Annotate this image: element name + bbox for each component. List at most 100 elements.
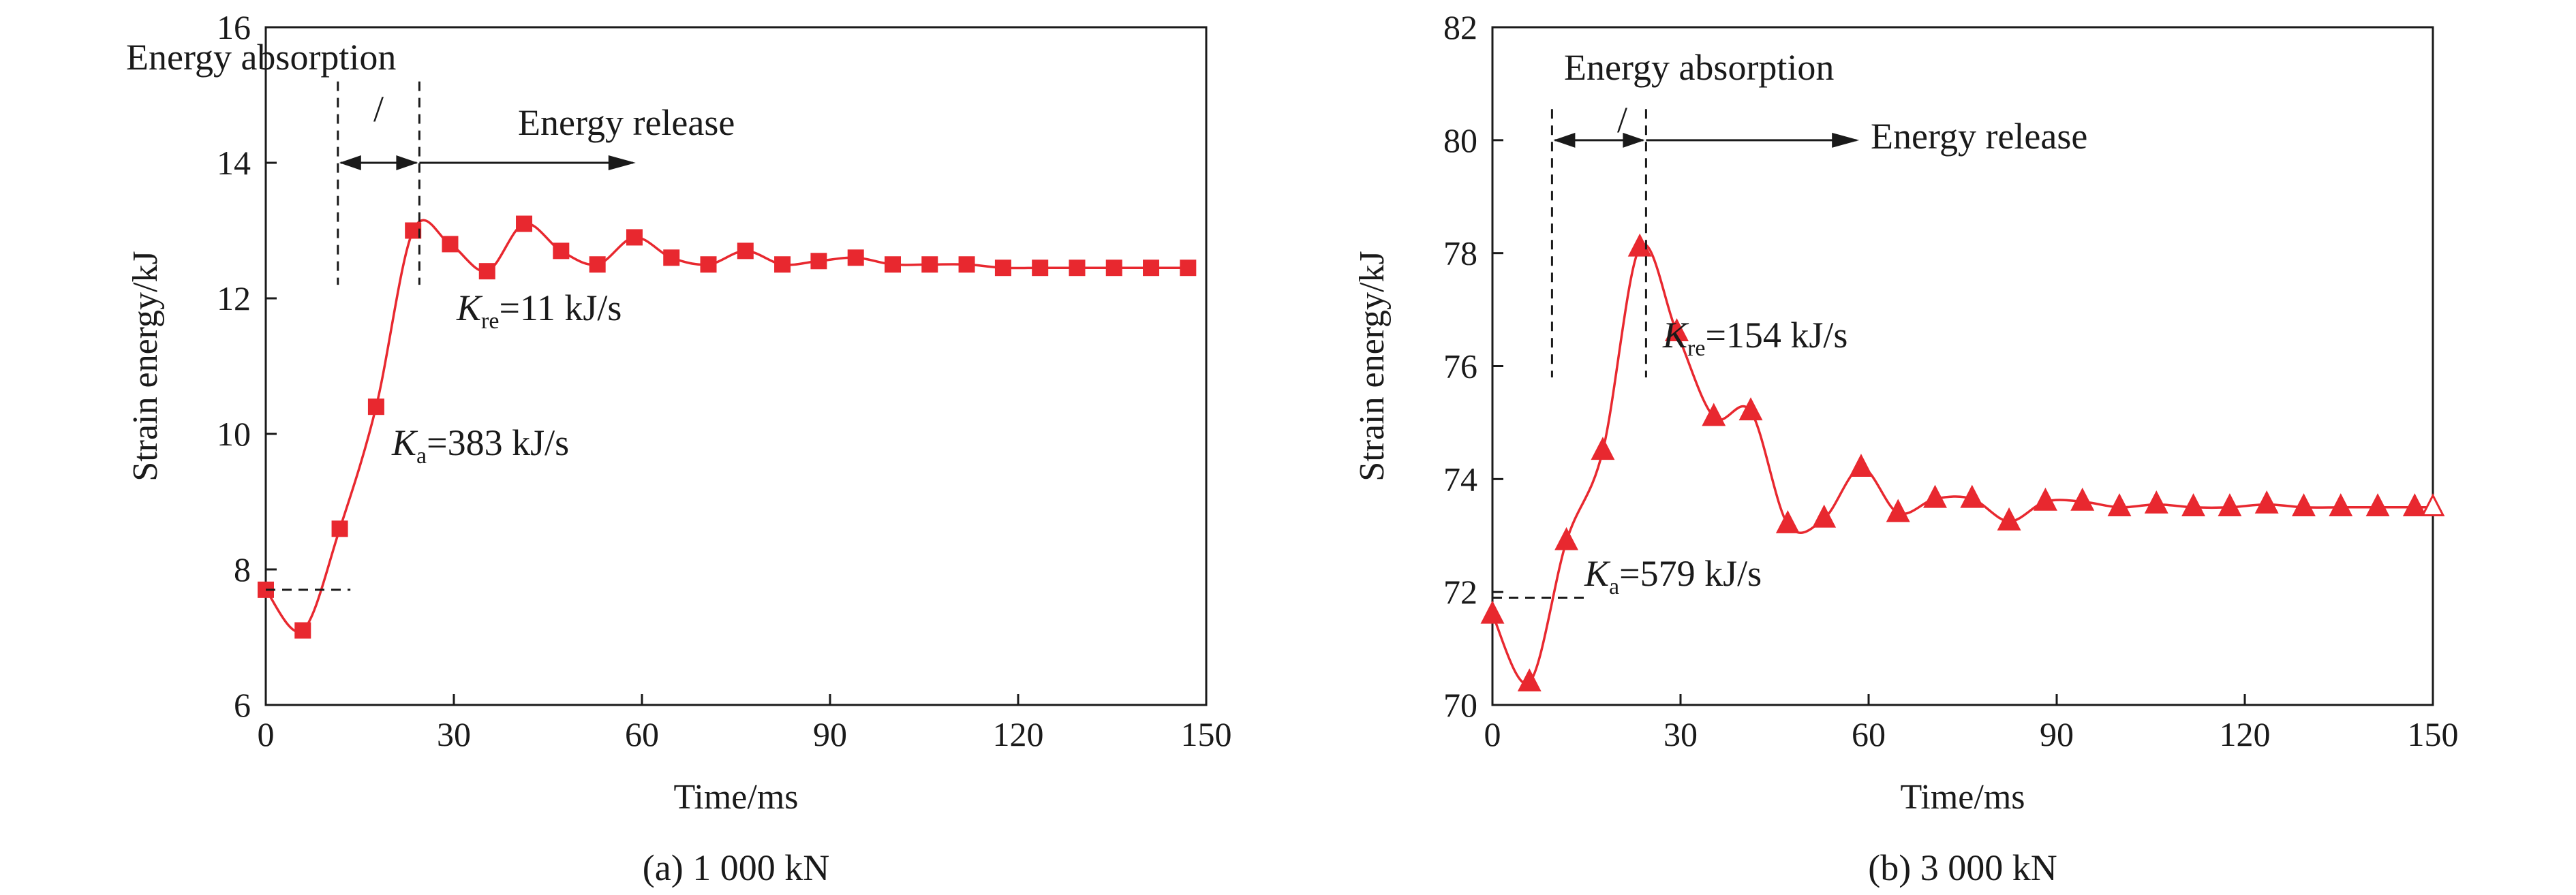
data-point-triangle bbox=[2033, 487, 2057, 511]
x-axis-title: Time/ms bbox=[1900, 778, 2025, 817]
y-tick-label: 74 bbox=[1443, 460, 1477, 498]
chart-panel-a: 0 30 60 90 120 150 6 8 10 12 14 16 Time/ms Strain ene… bbox=[126, 8, 1232, 888]
data-point-triangle bbox=[1627, 233, 1652, 257]
chart-panel-b: 0 30 60 90 120 150 70 72 74 76 78 80 82 Time/ms Strain… bbox=[1353, 8, 2459, 888]
data-point-triangle bbox=[2254, 490, 2279, 514]
y-tick-label: 10 bbox=[217, 415, 251, 453]
y-tick-label: 78 bbox=[1443, 234, 1477, 272]
y-tick-label: 16 bbox=[217, 8, 251, 46]
y-tick-label: 14 bbox=[217, 144, 251, 182]
data-point-triangle bbox=[1960, 484, 1984, 508]
data-point-square bbox=[921, 256, 938, 273]
x-axis-title: Time/ms bbox=[673, 778, 798, 817]
data-point-square bbox=[589, 256, 606, 273]
y-tick-label: 80 bbox=[1443, 121, 1477, 159]
data-point-triangle bbox=[2070, 487, 2095, 511]
data-point-square bbox=[774, 256, 791, 273]
data-point-triangle bbox=[2402, 493, 2427, 517]
k-absorb-symbol: K bbox=[1584, 553, 1611, 594]
release-arrowhead bbox=[1832, 132, 1860, 148]
absorption-slash: / bbox=[1617, 99, 1627, 140]
energy-release-label: Energy release bbox=[1871, 116, 2087, 157]
data-point-triangle bbox=[2144, 490, 2168, 514]
absorption-arrowhead-right bbox=[1623, 132, 1645, 148]
k-absorb-subscript: a bbox=[416, 443, 427, 469]
data-point-triangle bbox=[1517, 668, 1542, 692]
data-point-square bbox=[885, 256, 901, 273]
data-point-triangle bbox=[1997, 507, 2021, 531]
x-tick-label: 120 bbox=[2220, 715, 2271, 753]
y-tick-label: 70 bbox=[1443, 686, 1477, 724]
k-absorb-value: =383 kJ/s bbox=[427, 422, 569, 463]
data-point-triangle bbox=[2292, 493, 2316, 517]
k-release-symbol: K bbox=[456, 287, 483, 328]
energy-absorption-label: Energy absorption bbox=[1564, 47, 1834, 88]
data-point-triangle bbox=[1812, 504, 1837, 528]
x-tick-label: 30 bbox=[1663, 715, 1698, 753]
energy-release-label: Energy release bbox=[518, 102, 735, 143]
k-release-value: =154 kJ/s bbox=[1705, 315, 1847, 356]
series-line bbox=[1491, 243, 2433, 685]
energy-absorption-label: Energy absorption bbox=[126, 37, 396, 78]
data-point-square bbox=[847, 249, 864, 266]
figure-caption: (a) 1 000 kN bbox=[643, 847, 829, 888]
data-point-triangle bbox=[1591, 437, 1615, 460]
k-absorb-label: Ka=383 kJ/s bbox=[391, 422, 569, 469]
data-point-square bbox=[1105, 260, 1122, 277]
x-tick-label: 60 bbox=[1852, 715, 1886, 753]
data-point-triangle bbox=[1554, 527, 1579, 550]
k-release-subscript: re bbox=[481, 309, 499, 334]
k-absorb-label: Ka=579 kJ/s bbox=[1584, 553, 1762, 599]
y-tick-label: 6 bbox=[234, 686, 251, 724]
data-point-triangle bbox=[1702, 403, 1726, 426]
data-point-triangle bbox=[2218, 493, 2242, 517]
y-tick-label: 72 bbox=[1443, 573, 1477, 611]
y-tick-label: 12 bbox=[217, 279, 251, 317]
data-point-square bbox=[553, 242, 570, 260]
x-tick-label: 150 bbox=[2408, 715, 2459, 753]
y-tick-label: 8 bbox=[234, 550, 251, 588]
k-release-label: Kre=154 kJ/s bbox=[1662, 315, 1847, 361]
data-point-square bbox=[1032, 260, 1049, 277]
data-point-triangle bbox=[2107, 493, 2132, 517]
data-point-square bbox=[331, 520, 348, 537]
absorption-arrowhead-left bbox=[339, 155, 361, 170]
data-point-square bbox=[810, 253, 827, 270]
data-point-square bbox=[1180, 260, 1197, 277]
data-point-triangle bbox=[2421, 493, 2445, 517]
k-absorb-subscript: a bbox=[1609, 574, 1619, 599]
data-point-square bbox=[626, 229, 643, 246]
data-point-triangle bbox=[1480, 600, 1505, 624]
x-tick-label: 60 bbox=[625, 715, 659, 753]
data-point-square bbox=[737, 242, 754, 260]
data-point-square bbox=[663, 249, 680, 266]
data-point-square bbox=[294, 622, 311, 639]
data-point-square bbox=[442, 236, 459, 253]
y-axis-title: Strain energy/kJ bbox=[1353, 251, 1392, 481]
x-tick-label: 30 bbox=[437, 715, 471, 753]
k-absorb-symbol: K bbox=[391, 422, 418, 463]
absorption-arrowhead-left bbox=[1553, 132, 1576, 148]
data-point-square bbox=[367, 398, 384, 415]
x-tick-label: 150 bbox=[1181, 715, 1232, 753]
x-tick-label: 90 bbox=[2040, 715, 2074, 753]
x-tick-label: 120 bbox=[993, 715, 1044, 753]
k-release-symbol: K bbox=[1662, 315, 1689, 356]
data-point-square bbox=[1069, 260, 1086, 277]
release-arrowhead bbox=[608, 155, 636, 170]
plot-frame bbox=[264, 26, 1208, 706]
absorption-arrowhead-right bbox=[396, 155, 418, 170]
data-point-triangle bbox=[2181, 493, 2206, 517]
data-point-square bbox=[1143, 260, 1160, 277]
data-point-triangle bbox=[2365, 493, 2390, 517]
data-point-square bbox=[958, 256, 975, 273]
data-point-triangle bbox=[1923, 484, 1947, 508]
y-tick-label: 82 bbox=[1443, 8, 1477, 46]
absorption-slash: / bbox=[373, 89, 384, 129]
data-point-triangle bbox=[1775, 510, 1800, 533]
figure-caption: (b) 3 000 kN bbox=[1868, 847, 2057, 888]
k-release-value: =11 kJ/s bbox=[499, 287, 622, 328]
data-point-triangle bbox=[1738, 397, 1763, 421]
data-point-triangle bbox=[1886, 499, 1910, 522]
